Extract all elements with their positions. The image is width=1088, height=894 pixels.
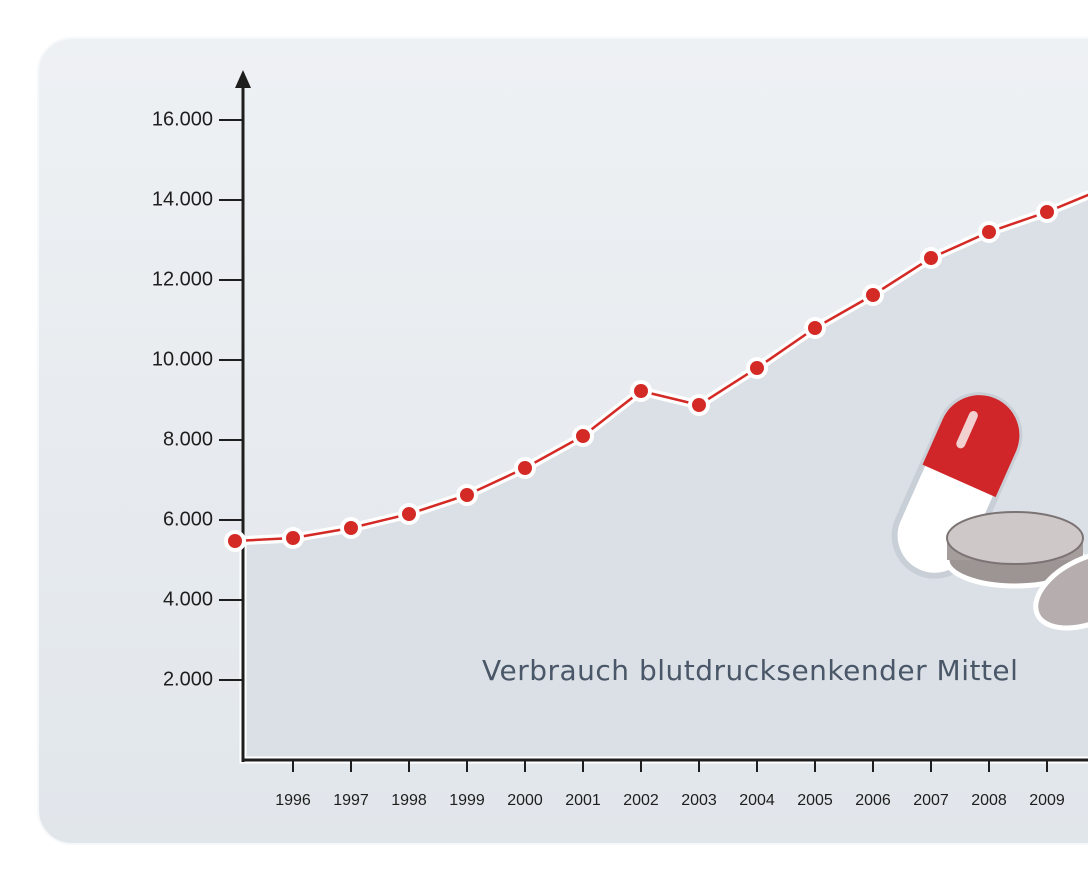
y-tick-label: 6.000 (163, 508, 213, 530)
point (866, 288, 880, 302)
line (234, 193, 1088, 543)
x-tick-label: 2003 (681, 792, 717, 809)
x-tick-label: 2001 (565, 792, 601, 809)
x-tick-label: 2006 (855, 792, 891, 809)
x-tick-label: 2007 (913, 792, 949, 809)
x-tick-label: 2004 (739, 792, 775, 809)
x-tick-label: 1996 (275, 792, 311, 809)
y-tick-label: 12.000 (152, 268, 213, 290)
point (634, 384, 648, 398)
point (982, 225, 996, 239)
point (228, 534, 242, 548)
y-axis-arrow (235, 70, 251, 88)
point (344, 521, 358, 535)
point (460, 488, 474, 502)
point (518, 461, 532, 475)
point (286, 531, 300, 545)
x-tick-label: 2002 (623, 792, 659, 809)
y-tick-label: 10.000 (152, 348, 213, 370)
chart-title: Verbrauch blutdrucksenkender Mittel (482, 654, 1018, 687)
y-tick-label: 16.000 (152, 108, 213, 130)
y-tick-label: 14.000 (152, 188, 213, 210)
y-tick-label: 2.000 (163, 668, 213, 690)
y-tick-label: 4.000 (163, 588, 213, 610)
point (750, 361, 764, 375)
x-tick-label: 2008 (971, 792, 1007, 809)
x-tick-label: 2000 (507, 792, 543, 809)
x-tick-label: 2005 (797, 792, 833, 809)
point (924, 251, 938, 265)
point (576, 429, 590, 443)
point (692, 398, 706, 412)
point (808, 321, 822, 335)
x-tick-label: 2009 (1029, 792, 1065, 809)
y-tick-label: 8.000 (163, 428, 213, 450)
x-tick-label: 1997 (333, 792, 369, 809)
x-tick-label: 1998 (391, 792, 427, 809)
pills (891, 392, 1088, 631)
point (1040, 205, 1054, 219)
x-tick-label: 1999 (449, 792, 485, 809)
point (402, 507, 416, 521)
